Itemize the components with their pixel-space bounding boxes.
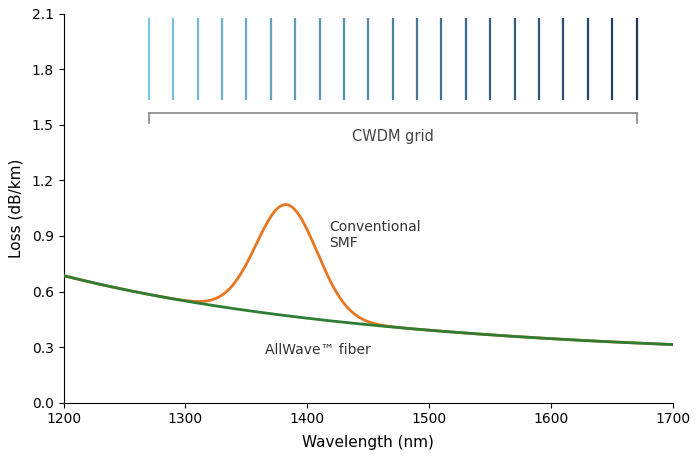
X-axis label: Wavelength (nm): Wavelength (nm) — [303, 435, 434, 450]
Text: CWDM grid: CWDM grid — [352, 129, 433, 144]
Text: AllWave™ fiber: AllWave™ fiber — [265, 344, 370, 357]
Text: Conventional
SMF: Conventional SMF — [329, 220, 421, 251]
Y-axis label: Loss (dB/km): Loss (dB/km) — [8, 158, 23, 258]
